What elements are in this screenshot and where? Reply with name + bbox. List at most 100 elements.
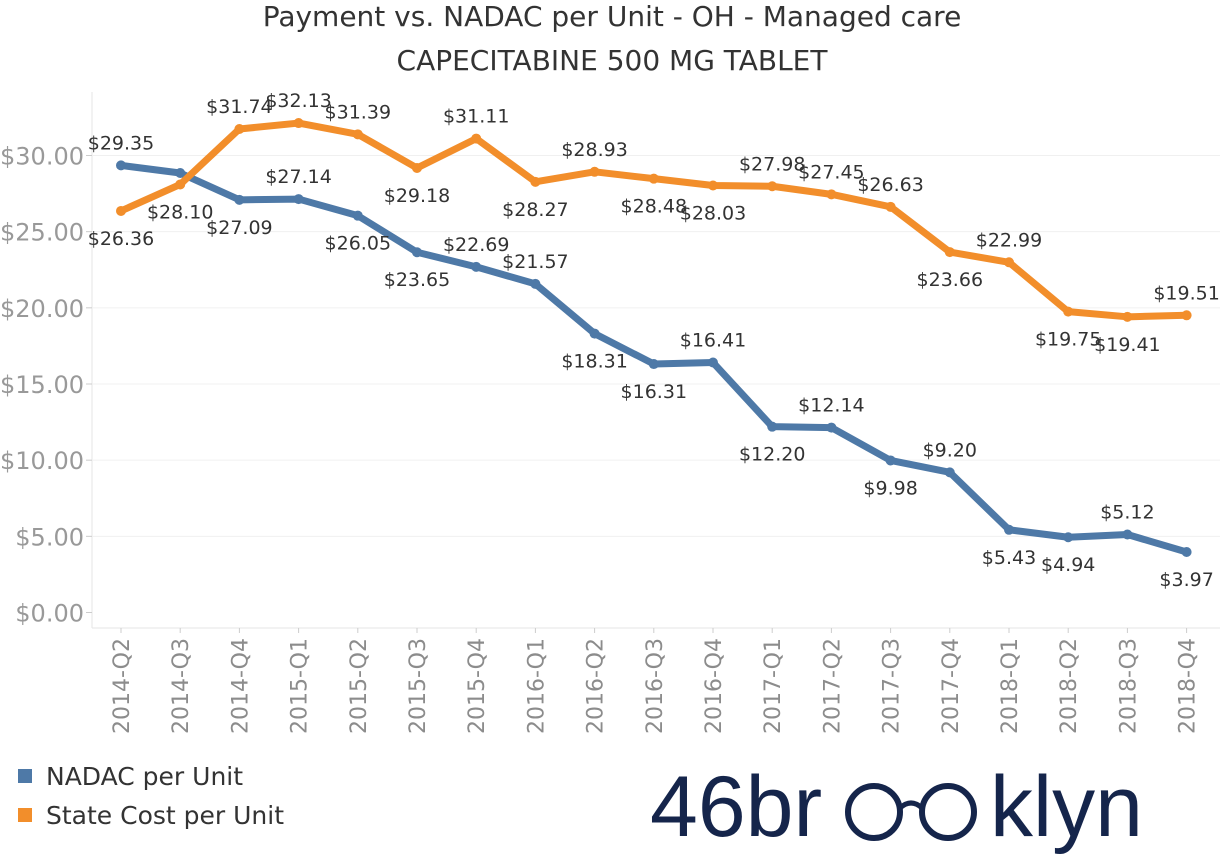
legend-item-state-cost[interactable]: State Cost per Unit [18,801,284,830]
data-point [648,359,659,370]
x-tick-label: 2015-Q1 [288,638,313,734]
data-point [944,247,955,258]
legend-label-nadac: NADAC per Unit [46,762,244,791]
data-label: $12.20 [739,444,805,466]
logo-bridge [898,800,924,810]
x-tick-label: 2018-Q3 [1116,638,1141,734]
data-point [234,123,245,134]
data-label: $22.99 [976,229,1042,251]
legend-swatch-nadac [18,769,32,783]
data-point [767,181,778,192]
logo-text-left: 46br [650,768,822,855]
data-label: $16.41 [680,330,746,352]
data-label: $28.03 [680,203,746,225]
data-label: $12.14 [798,395,864,417]
y-tick-label: $25.00 [0,219,84,247]
x-tick-label: 2018-Q1 [998,638,1023,734]
x-tick-label: 2016-Q3 [643,638,668,734]
data-label: $31.74 [206,96,272,118]
data-point [116,160,126,171]
series-group [116,118,1192,558]
x-tick-label: 2014-Q4 [228,638,253,734]
x-tick-label: 2015-Q4 [465,638,490,734]
x-tick-label: 2018-Q2 [1057,638,1082,734]
data-label: $32.13 [265,90,331,112]
x-tick-label: 2016-Q4 [702,638,727,734]
x-tick-label: 2016-Q2 [584,638,609,734]
data-label: $9.20 [923,439,977,461]
data-point [1122,529,1133,540]
data-label: $29.18 [384,185,450,207]
data-point [885,201,896,212]
data-point [944,467,955,478]
data-label: $29.35 [88,132,154,154]
data-point [1063,532,1074,543]
data-label: $5.43 [982,547,1036,569]
data-label: $31.11 [443,106,509,128]
data-label: $19.75 [1035,329,1101,351]
data-point [352,210,363,221]
data-point [1063,306,1074,317]
data-point [708,357,718,368]
data-point [116,205,126,216]
data-point [648,173,659,184]
data-point [175,179,186,190]
data-point [352,129,363,140]
data-label: $16.31 [621,381,687,403]
logo-lens-right [919,783,977,841]
data-label: $27.98 [739,153,805,175]
data-label: $26.63 [857,174,923,196]
data-label: $5.12 [1100,502,1154,524]
series-line-nadac [117,161,1191,556]
x-tick-label: 2017-Q3 [880,638,905,734]
data-label: $22.69 [443,234,509,256]
data-label: $19.51 [1153,282,1219,304]
data-labels: $29.35 $27.09 $27.14 $26.05 $23.65 $22.69$21.… [88,90,1220,591]
data-label: $28.48 [621,196,687,218]
data-label: $21.57 [502,251,568,273]
data-point [1181,310,1192,321]
data-label: $18.31 [561,351,627,373]
y-tick-label: $0.00 [15,600,84,628]
x-tick-label: 2017-Q4 [939,638,964,734]
series-line-state-cost [117,119,1191,321]
y-tick-label: $15.00 [0,371,84,399]
y-tick-label: $10.00 [0,447,84,475]
data-point [767,421,778,432]
x-axis: 2014-Q2 2014-Q3 2014-Q4 2015-Q1 2015-Q2 2015-… [110,628,1201,734]
x-tick-label: 2015-Q2 [347,638,372,734]
data-label: $19.41 [1094,334,1160,356]
chart-title: Payment vs. NADAC per Unit - OH - Manage… [262,0,962,33]
data-label: $31.39 [325,101,391,123]
data-point [293,118,304,129]
data-label: $9.98 [863,477,917,499]
data-point [1122,311,1133,322]
data-label: $27.09 [206,217,272,239]
data-label: $26.36 [88,228,154,250]
data-label: $27.14 [265,166,331,188]
x-tick-label: 2016-Q1 [524,638,549,734]
data-point [471,133,482,144]
data-point [471,261,482,272]
y-axis: $0.00 $5.00 $10.00 $15.00 $20.00 $25.00 $30.00 [0,143,92,628]
x-tick-label: 2017-Q1 [761,638,786,734]
data-point [826,422,837,433]
data-point [412,162,422,173]
data-point [589,328,600,339]
data-point [1181,547,1192,558]
legend-label-state-cost: State Cost per Unit [46,801,285,830]
logo-text-right: klyn [990,768,1143,855]
data-point [1004,257,1014,268]
x-tick-label: 2014-Q2 [110,638,135,734]
data-label: $27.45 [798,161,864,183]
legend-item-nadac[interactable]: NADAC per Unit [18,762,243,791]
data-label: $23.66 [917,269,983,291]
data-point [175,168,186,179]
data-label: $28.10 [147,201,213,223]
data-label: $3.97 [1159,569,1213,591]
data-point [708,180,718,191]
data-point [234,194,245,205]
data-label: $28.27 [502,199,568,221]
logo-lens-left [845,783,903,841]
chart-subtitle: CAPECITABINE 500 MG TABLET [396,44,828,77]
